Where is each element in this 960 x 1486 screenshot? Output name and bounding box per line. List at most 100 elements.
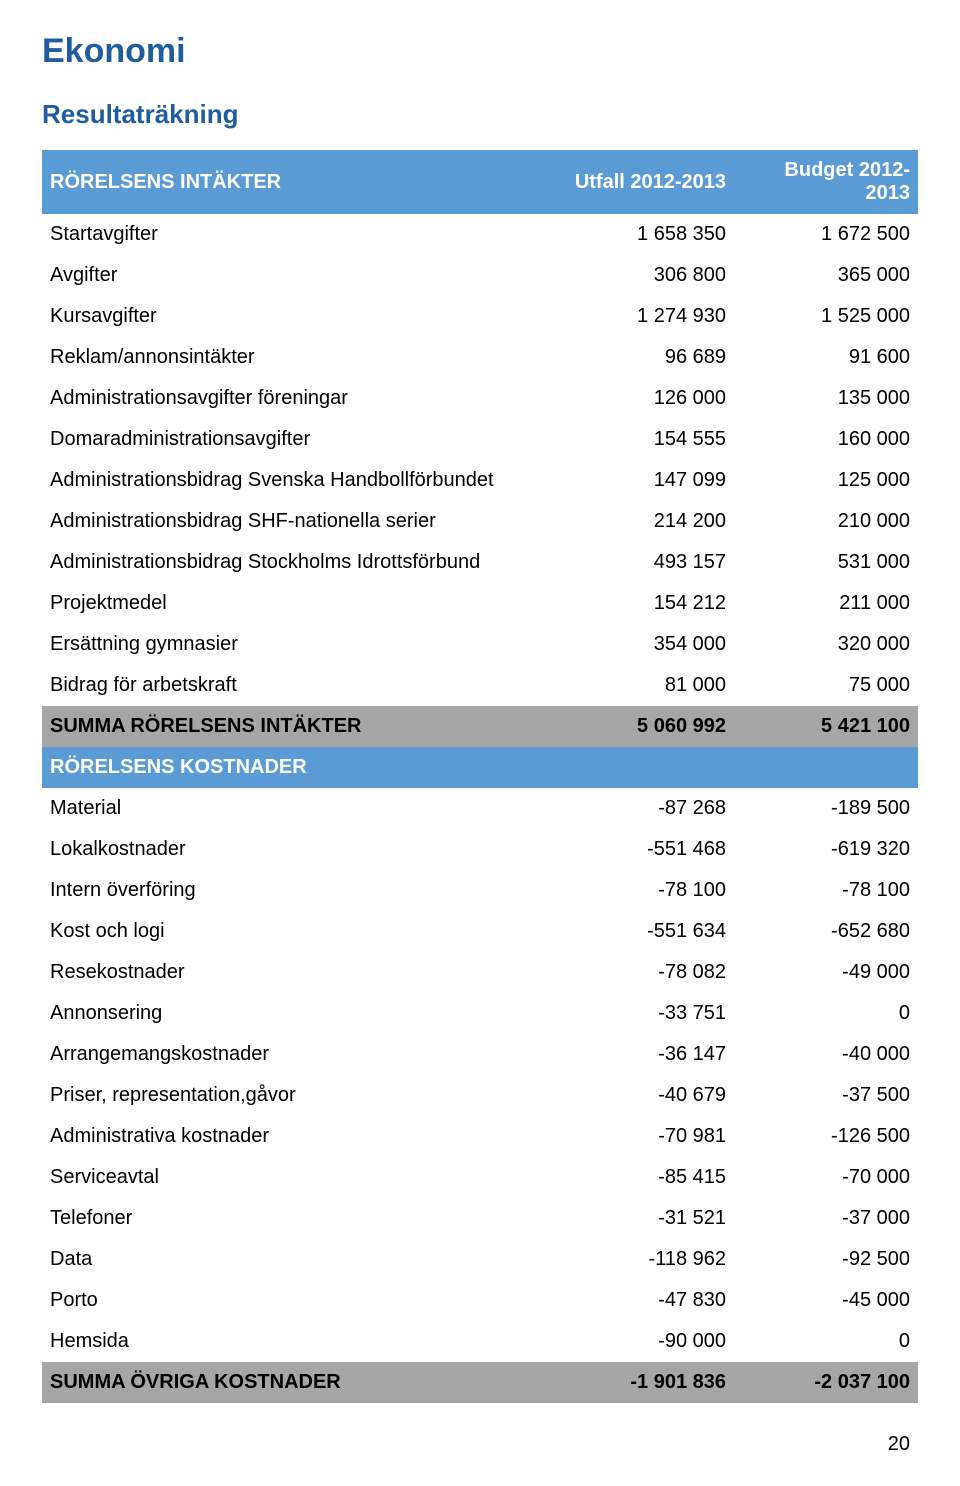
row-value: -652 680 <box>734 911 918 952</box>
row-value: -551 468 <box>550 829 734 870</box>
row-label: Administrativa kostnader <box>42 1116 550 1157</box>
row-value: 5 060 992 <box>550 706 734 747</box>
row-value: 154 212 <box>550 583 734 624</box>
row-label: Material <box>42 788 550 829</box>
row-value: 135 000 <box>734 378 918 419</box>
table-row: Serviceavtal-85 415-70 000 <box>42 1157 918 1198</box>
row-label: Avgifter <box>42 255 550 296</box>
row-label: Telefoner <box>42 1198 550 1239</box>
row-label: Administrationsbidrag Stockholms Idrotts… <box>42 542 550 583</box>
table-row: Annonsering-33 7510 <box>42 993 918 1034</box>
table-row: Ersättning gymnasier354 000320 000 <box>42 624 918 665</box>
row-value: -1 901 836 <box>550 1362 734 1403</box>
row-label: Serviceavtal <box>42 1157 550 1198</box>
row-value: 210 000 <box>734 501 918 542</box>
row-value: -551 634 <box>550 911 734 952</box>
row-label: Bidrag för arbetskraft <box>42 665 550 706</box>
row-value: 81 000 <box>550 665 734 706</box>
row-value: 493 157 <box>550 542 734 583</box>
row-value: -85 415 <box>550 1157 734 1198</box>
page-number: 20 <box>42 1433 918 1456</box>
row-value <box>734 747 918 788</box>
row-value: 1 274 930 <box>550 296 734 337</box>
table-row: Intern överföring-78 100-78 100 <box>42 870 918 911</box>
financial-table: RÖRELSENS INTÄKTERUtfall 2012-2013Budget… <box>42 150 918 1403</box>
table-row: SUMMA ÖVRIGA KOSTNADER-1 901 836-2 037 1… <box>42 1362 918 1403</box>
row-label: Annonsering <box>42 993 550 1034</box>
row-label: Priser, representation,gåvor <box>42 1075 550 1116</box>
row-value: -40 000 <box>734 1034 918 1075</box>
row-value: -45 000 <box>734 1280 918 1321</box>
row-value: 0 <box>734 1321 918 1362</box>
row-value: 531 000 <box>734 542 918 583</box>
row-label: Hemsida <box>42 1321 550 1362</box>
row-value: 126 000 <box>550 378 734 419</box>
row-label: Administrationsbidrag SHF-nationella ser… <box>42 501 550 542</box>
row-value: -37 000 <box>734 1198 918 1239</box>
row-value: -78 100 <box>550 870 734 911</box>
table-row: Arrangemangskostnader-36 147-40 000 <box>42 1034 918 1075</box>
row-label: SUMMA RÖRELSENS INTÄKTER <box>42 706 550 747</box>
table-row: RÖRELSENS KOSTNADER <box>42 747 918 788</box>
row-value: Utfall 2012-2013 <box>550 150 734 214</box>
row-label: Arrangemangskostnader <box>42 1034 550 1075</box>
row-value: 214 200 <box>550 501 734 542</box>
row-label: Administrationsavgifter föreningar <box>42 378 550 419</box>
row-value: -70 981 <box>550 1116 734 1157</box>
table-row: Avgifter306 800365 000 <box>42 255 918 296</box>
row-value: -31 521 <box>550 1198 734 1239</box>
row-label: SUMMA ÖVRIGA KOSTNADER <box>42 1362 550 1403</box>
row-value: 91 600 <box>734 337 918 378</box>
row-label: Porto <box>42 1280 550 1321</box>
row-value: -126 500 <box>734 1116 918 1157</box>
row-label: Resekostnader <box>42 952 550 993</box>
row-value: -33 751 <box>550 993 734 1034</box>
row-value: 5 421 100 <box>734 706 918 747</box>
row-label: RÖRELSENS KOSTNADER <box>42 747 550 788</box>
table-row: Administrativa kostnader-70 981-126 500 <box>42 1116 918 1157</box>
row-label: Data <box>42 1239 550 1280</box>
row-value: -40 679 <box>550 1075 734 1116</box>
table-row: Kursavgifter1 274 9301 525 000 <box>42 296 918 337</box>
row-label: Startavgifter <box>42 214 550 255</box>
row-label: Reklam/annonsintäkter <box>42 337 550 378</box>
row-value: -619 320 <box>734 829 918 870</box>
table-row: Reklam/annonsintäkter96 68991 600 <box>42 337 918 378</box>
row-label: Kursavgifter <box>42 296 550 337</box>
row-value: 160 000 <box>734 419 918 460</box>
row-label: RÖRELSENS INTÄKTER <box>42 150 550 214</box>
table-row: Lokalkostnader-551 468-619 320 <box>42 829 918 870</box>
row-value: -36 147 <box>550 1034 734 1075</box>
row-label: Administrationsbidrag Svenska Handbollfö… <box>42 460 550 501</box>
row-value: 96 689 <box>550 337 734 378</box>
row-label: Projektmedel <box>42 583 550 624</box>
table-row: Hemsida-90 0000 <box>42 1321 918 1362</box>
row-value: -2 037 100 <box>734 1362 918 1403</box>
row-label: Ersättning gymnasier <box>42 624 550 665</box>
row-value <box>550 747 734 788</box>
row-value: -70 000 <box>734 1157 918 1198</box>
row-label: Intern överföring <box>42 870 550 911</box>
table-row: Domaradministrationsavgifter154 555160 0… <box>42 419 918 460</box>
row-value: 306 800 <box>550 255 734 296</box>
row-value: 154 555 <box>550 419 734 460</box>
table-row: RÖRELSENS INTÄKTERUtfall 2012-2013Budget… <box>42 150 918 214</box>
row-value: -49 000 <box>734 952 918 993</box>
table-row: Porto-47 830-45 000 <box>42 1280 918 1321</box>
page-title: Ekonomi <box>42 32 918 71</box>
table-row: Startavgifter1 658 3501 672 500 <box>42 214 918 255</box>
table-row: Projektmedel154 212211 000 <box>42 583 918 624</box>
row-label: Lokalkostnader <box>42 829 550 870</box>
row-value: -118 962 <box>550 1239 734 1280</box>
table-row: Material-87 268-189 500 <box>42 788 918 829</box>
row-value: -90 000 <box>550 1321 734 1362</box>
row-value: 1 525 000 <box>734 296 918 337</box>
row-value: 320 000 <box>734 624 918 665</box>
row-label: Domaradministrationsavgifter <box>42 419 550 460</box>
row-value: 147 099 <box>550 460 734 501</box>
row-value: 125 000 <box>734 460 918 501</box>
table-row: Administrationsbidrag SHF-nationella ser… <box>42 501 918 542</box>
row-value: 211 000 <box>734 583 918 624</box>
table-row: Data-118 962-92 500 <box>42 1239 918 1280</box>
table-row: Priser, representation,gåvor-40 679-37 5… <box>42 1075 918 1116</box>
